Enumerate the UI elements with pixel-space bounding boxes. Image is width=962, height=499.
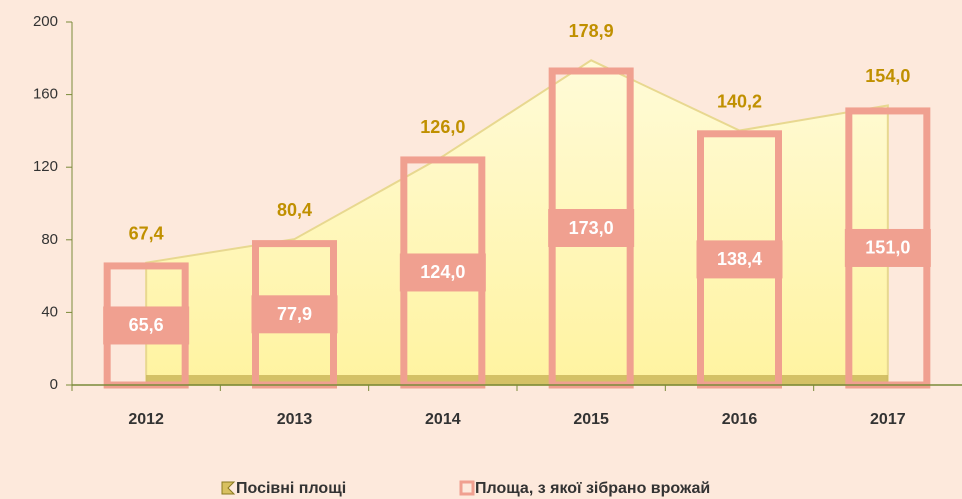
- bar-value-label: 173,0: [569, 218, 614, 238]
- bar-label-box: [251, 295, 338, 334]
- x-tick-label: 2014: [425, 411, 461, 428]
- legend-marker: [459, 480, 475, 496]
- area-value-label: 126,0: [420, 117, 465, 137]
- area-value-label: 178,9: [569, 21, 614, 41]
- bar-value-label: 138,4: [717, 249, 762, 269]
- bar-value-label: 77,9: [277, 304, 312, 324]
- x-tick-label: 2016: [722, 411, 758, 428]
- legend-marker: [221, 481, 236, 495]
- bar-label-box: [696, 240, 783, 279]
- area-value-label: 67,4: [129, 223, 164, 243]
- y-tick-label: 0: [50, 376, 58, 393]
- y-tick-label: 40: [41, 303, 58, 320]
- y-tick-label: 80: [41, 231, 58, 248]
- bar-value-label: 151,0: [865, 238, 910, 258]
- y-tick-label: 200: [33, 13, 58, 30]
- area-value-label: 80,4: [277, 200, 312, 220]
- x-tick-label: 2013: [277, 411, 313, 428]
- bar-label-box: [548, 209, 635, 248]
- legend-label: Площа, з якої зібрано врожай: [475, 480, 710, 497]
- bar-label-box: [103, 306, 190, 345]
- area-base: [146, 375, 888, 385]
- x-tick-label: 2012: [128, 411, 164, 428]
- bar-label-box: [399, 253, 486, 292]
- x-tick-label: 2017: [870, 411, 906, 428]
- area-value-label: 140,2: [717, 91, 762, 111]
- x-tick-label: 2015: [573, 411, 609, 428]
- area-value-label: 154,0: [865, 66, 910, 86]
- legend-label: Посівні площі: [236, 480, 346, 497]
- bar-label-box: [844, 228, 931, 267]
- y-tick-label: 120: [33, 158, 58, 175]
- bar-value-label: 124,0: [420, 262, 465, 282]
- y-tick-label: 160: [33, 86, 58, 103]
- bar-value-label: 65,6: [129, 315, 164, 335]
